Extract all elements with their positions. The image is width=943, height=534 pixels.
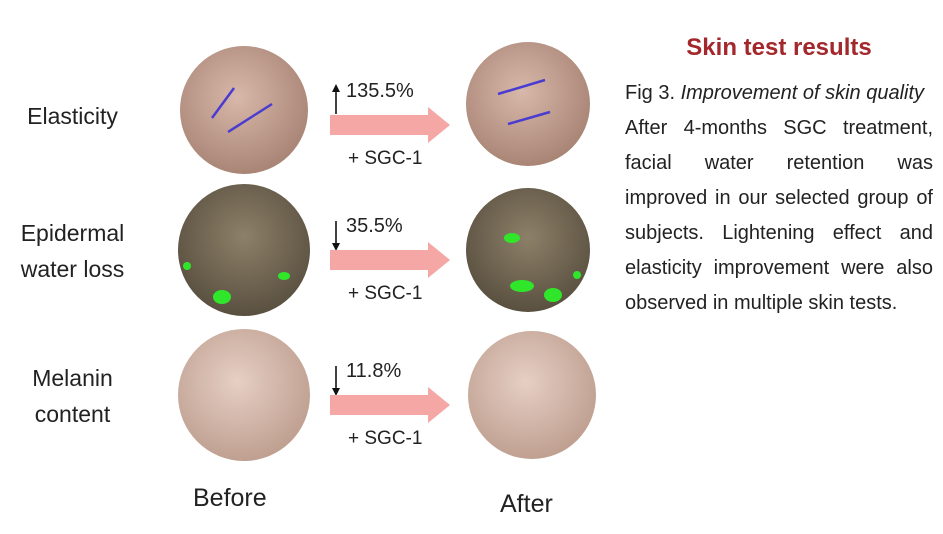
skin-images	[178, 42, 596, 461]
text-panel: Skin test results Fig 3. Improvement of …	[625, 30, 933, 321]
body: After 4-months SGC treatment, facial wat…	[625, 117, 933, 314]
treatment-arrow	[330, 387, 450, 423]
row-label: Epidermal water loss	[20, 220, 125, 282]
column-label: Before	[193, 484, 267, 512]
before-image	[180, 46, 308, 174]
after-image	[466, 188, 590, 312]
caption-emphasis: Improvement of skin quality	[680, 82, 925, 104]
treatment: + SGC-1	[348, 428, 423, 449]
after-image	[466, 42, 590, 166]
direction-arrow-head	[332, 84, 340, 92]
figure	[178, 42, 596, 461]
treatment-arrow	[330, 242, 450, 278]
before-image	[178, 184, 310, 316]
direction-arrow-head	[332, 243, 340, 251]
change-value: 35.5%	[346, 215, 403, 237]
treatment-arrow	[330, 107, 450, 143]
row-label: Elasticity	[27, 103, 118, 129]
treatment: + SGC-1	[348, 283, 423, 304]
body-text: Fig 3. Improvement of skin quality After …	[625, 76, 933, 321]
caption-label: Fig 3.	[625, 82, 676, 104]
title: Skin test results	[686, 34, 872, 61]
change-value: 11.8%	[346, 360, 402, 382]
column-label: After	[500, 490, 553, 518]
change-value: 135.5%	[346, 80, 414, 102]
arrows	[330, 84, 450, 423]
treatment: + SGC-1	[348, 148, 423, 169]
row-label: Melanin content	[32, 365, 113, 427]
before-image	[178, 329, 310, 461]
direction-arrow-head	[332, 388, 340, 396]
after-image	[468, 331, 596, 459]
